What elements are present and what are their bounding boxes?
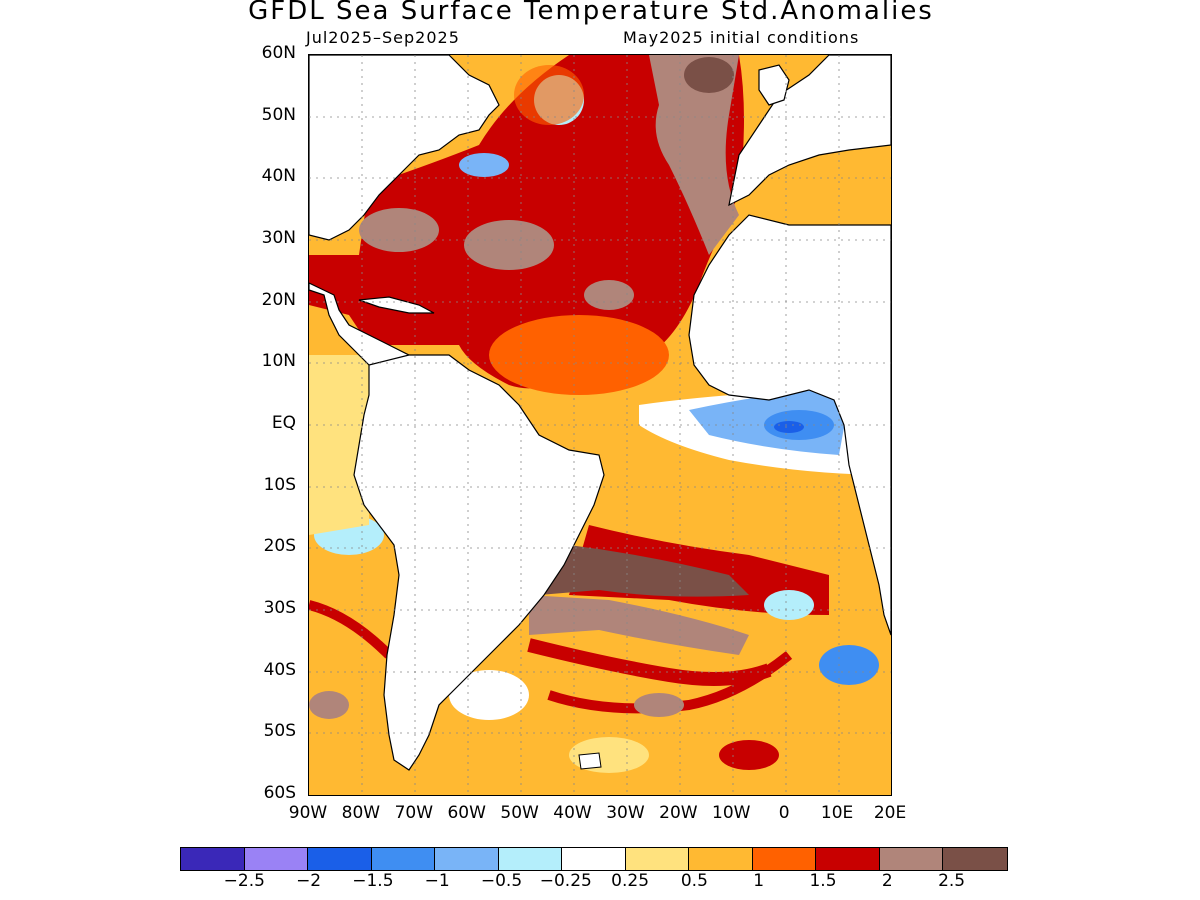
lat-tick-label: EQ (271, 413, 296, 433)
legend-swatch (562, 848, 626, 870)
legend-label: −2.5 (223, 871, 265, 891)
africa-land (688, 214, 891, 636)
legend-swatch (308, 848, 372, 870)
lon-tick-label: 0 (778, 803, 790, 823)
legend-label: −0.25 (539, 871, 592, 891)
lat-tick-label: 40S (263, 659, 296, 680)
legend-label: 2.5 (938, 871, 966, 891)
south-america-land (353, 354, 605, 771)
legend-swatch (752, 848, 816, 870)
north-atlantic-brown-patch-3 (464, 220, 554, 270)
legend-swatch (181, 848, 245, 870)
southeast-cool-patch-2 (764, 590, 814, 620)
gulf-of-guinea-core (774, 421, 804, 433)
north-atlantic-dark-patch (684, 57, 734, 93)
mid-atlantic-orange-patch (514, 65, 584, 125)
legend-label: 0.25 (611, 871, 650, 891)
lon-tick-label: 50W (500, 803, 539, 823)
lat-tick-label: 50S (263, 721, 296, 742)
lon-tick-label: 20E (873, 803, 907, 823)
legend-swatch (816, 848, 880, 870)
lon-tick-label: 10E (820, 803, 854, 823)
lon-tick-label: 80W (341, 803, 381, 823)
legend-label: −1 (424, 871, 450, 891)
lat-tick-label: 20S (263, 536, 296, 557)
lon-tick-label: 90W (288, 803, 328, 823)
lat-tick-label: 10N (261, 351, 296, 372)
map-gridlines (309, 55, 891, 795)
tropical-north-orange (489, 315, 669, 395)
legend-label: −0.5 (480, 871, 523, 891)
legend-swatch (879, 848, 943, 870)
lon-tick-label: 10W (712, 803, 751, 823)
lat-tick-label: 60S (263, 783, 296, 803)
lat-tick-label: 30N (261, 228, 296, 248)
east-pacific-strip (309, 355, 369, 535)
lon-tick-label: 70W (394, 803, 434, 823)
legend-label: 2 (881, 871, 893, 891)
initial-conditions-label: May2025 initial conditions (623, 28, 860, 47)
southern-red-patch (719, 740, 779, 770)
legend-swatch (435, 848, 499, 870)
legend-label: −2 (296, 871, 322, 891)
legend-swatch (689, 848, 753, 870)
legend-label: 1 (753, 871, 765, 891)
lon-tick-label: 20W (659, 803, 698, 823)
legend-swatch (625, 848, 689, 870)
lat-tick-label: 40N (261, 166, 296, 187)
legend-swatch (371, 848, 435, 870)
southern-red-streak-2 (547, 651, 793, 714)
lon-tick-label: 40W (553, 803, 592, 823)
southern-brown-patch-1 (634, 693, 684, 717)
southern-red-streak-1 (527, 638, 772, 686)
north-atlantic-brown-patch-1 (649, 55, 739, 255)
lon-tick-label: 60W (447, 803, 486, 823)
south-central-white-patch (449, 670, 529, 720)
map-canvas (309, 55, 891, 795)
uk-land (758, 64, 790, 106)
period-label: Jul2025–Sep2025 (306, 28, 460, 47)
gulf-stream-cool-patch (459, 153, 509, 177)
sst-anomaly-map (308, 54, 892, 796)
lat-tick-label: 20N (261, 289, 296, 310)
north-atlantic-brown-patch-4 (584, 280, 634, 310)
southern-brown-patch-2 (309, 691, 349, 719)
lat-tick-label: 10S (263, 474, 296, 495)
north-atlantic-brown-patch-2 (359, 208, 439, 252)
legend-label: −1.5 (352, 871, 394, 891)
chart-title: GFDL Sea Surface Temperature Std.Anomali… (248, 0, 934, 26)
lat-tick-label: 50N (261, 104, 296, 125)
legend-label: 1.5 (809, 871, 837, 891)
south-atlantic-brown-belt (539, 545, 749, 597)
southeast-cool-patch-1 (819, 645, 879, 685)
legend-label: 0.5 (680, 871, 708, 891)
color-legend (180, 847, 1008, 871)
legend-swatch (244, 848, 308, 870)
lat-tick-label: 30S (263, 598, 296, 618)
legend-swatch (943, 848, 1007, 870)
north-america-land (309, 55, 500, 241)
legend-swatch (498, 848, 562, 870)
southern-red-streak-3 (309, 600, 393, 659)
south-shetland-land (578, 752, 602, 770)
lon-tick-label: 30W (606, 803, 645, 823)
europe-land (728, 55, 891, 207)
lat-tick-label: 60N (261, 43, 296, 63)
